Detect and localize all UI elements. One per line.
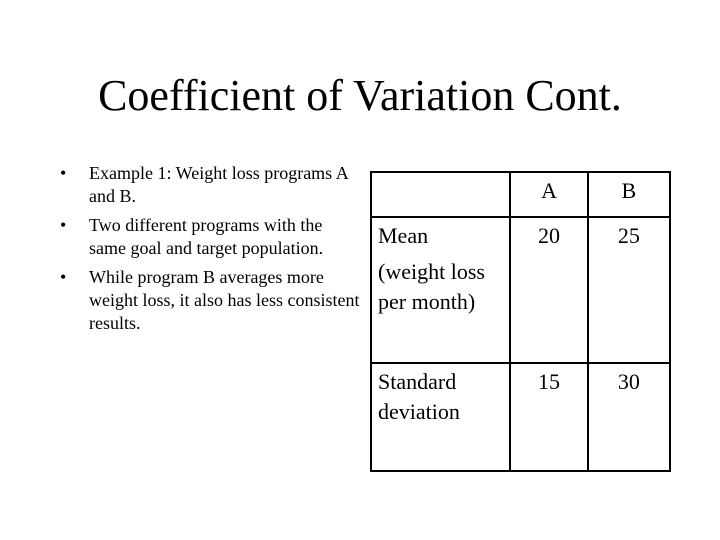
bullet-dot-icon: • bbox=[60, 163, 67, 183]
row-label-mean: Mean (weight loss per month) bbox=[369, 216, 512, 364]
bullet-dot-icon: • bbox=[60, 215, 67, 235]
bullet-text: While program B averages more weight los… bbox=[89, 267, 360, 333]
bullet-text: Two different programs with the same goa… bbox=[89, 215, 324, 258]
table-row-std-dev: Standard deviation 15 30 bbox=[369, 362, 672, 472]
bullet-item: • Example 1: Weight loss programs A and … bbox=[60, 162, 360, 208]
table-corner-cell bbox=[369, 171, 512, 218]
std-dev-value-b: 30 bbox=[586, 362, 672, 472]
column-header-a: A bbox=[509, 171, 589, 218]
std-dev-value-a: 15 bbox=[509, 362, 589, 472]
bullet-text: Example 1: Weight loss programs A and B. bbox=[89, 163, 348, 206]
std-dev-label: Standard deviation bbox=[378, 369, 460, 424]
comparison-table: A B Mean (weight loss per month) 20 25 S… bbox=[369, 171, 672, 472]
mean-value-b: 25 bbox=[586, 216, 672, 364]
bullet-list: • Example 1: Weight loss programs A and … bbox=[60, 162, 360, 341]
bullet-item: • Two different programs with the same g… bbox=[60, 214, 360, 260]
bullet-dot-icon: • bbox=[60, 267, 67, 287]
table-header-row: A B bbox=[369, 171, 672, 218]
bullet-item: • While program B averages more weight l… bbox=[60, 266, 360, 335]
mean-label: Mean bbox=[378, 223, 429, 248]
table-row-mean: Mean (weight loss per month) 20 25 bbox=[369, 216, 672, 364]
column-header-b: B bbox=[586, 171, 672, 218]
slide-title: Coefficient of Variation Cont. bbox=[98, 71, 622, 120]
row-label-std-dev: Standard deviation bbox=[369, 362, 512, 472]
mean-value-a: 20 bbox=[509, 216, 589, 364]
mean-label-detail: (weight loss per month) bbox=[378, 259, 485, 314]
